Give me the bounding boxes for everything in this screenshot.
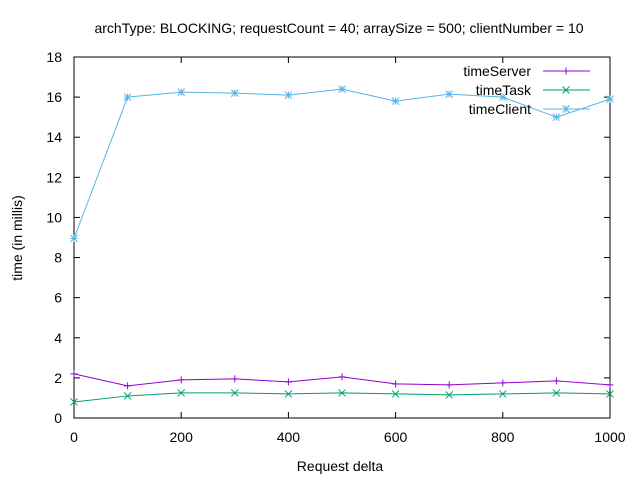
data-point <box>552 377 560 385</box>
y-axis-label: time (in millis) <box>9 195 25 281</box>
y-tick-label: 16 <box>46 89 62 105</box>
data-point <box>70 370 78 378</box>
legend-label: timeTask <box>476 82 532 98</box>
series-line <box>73 392 611 403</box>
data-point <box>552 389 561 397</box>
data-point <box>177 376 185 384</box>
data-point <box>606 381 614 389</box>
data-point <box>284 91 293 99</box>
data-point <box>231 375 239 383</box>
x-tick-label: 1000 <box>594 429 625 445</box>
data-point <box>445 381 453 389</box>
data-point <box>552 113 561 122</box>
data-point <box>445 391 454 399</box>
series-timeTask <box>70 389 614 406</box>
data-point <box>124 382 132 390</box>
data-point <box>230 389 239 397</box>
y-tick-label: 4 <box>54 330 62 346</box>
y-tick-label: 0 <box>54 410 62 426</box>
y-tick-label: 10 <box>46 209 62 225</box>
data-point <box>391 390 400 398</box>
data-point <box>123 392 132 400</box>
x-tick-label: 800 <box>491 429 515 445</box>
data-point <box>391 97 400 105</box>
data-point <box>284 378 292 386</box>
legend-label: timeClient <box>469 101 531 117</box>
axes: 0 200 400 600 800 1000 0 2 4 6 8 10 12 14 16 18 <box>46 49 625 445</box>
x-tick-label: 400 <box>277 429 301 445</box>
x-tick-label: 600 <box>384 429 408 445</box>
data-point <box>230 89 239 97</box>
series-lines <box>70 85 614 406</box>
series-timeClient <box>70 85 614 243</box>
chart-title: archType: BLOCKING; requestCount = 40; a… <box>94 20 583 36</box>
y-tick-label: 12 <box>46 169 62 185</box>
legend-marker <box>562 86 570 94</box>
data-point <box>338 85 346 93</box>
legend-label: timeServer <box>463 63 531 79</box>
data-point <box>445 90 454 98</box>
data-point <box>498 93 507 101</box>
legend-marker <box>562 105 570 113</box>
data-point <box>338 389 346 397</box>
y-tick-label: 14 <box>46 129 62 145</box>
legend-marker <box>562 67 570 75</box>
legend: timeServer timeTask timeClient <box>463 63 590 117</box>
x-tick-label: 0 <box>70 429 78 445</box>
data-point <box>70 234 78 243</box>
data-point <box>392 380 400 388</box>
data-point <box>606 390 614 398</box>
data-point <box>499 379 507 387</box>
data-point <box>177 88 186 96</box>
series-timeServer <box>70 370 614 390</box>
data-point <box>284 390 293 398</box>
data-point <box>606 95 614 103</box>
x-axis-label: Request delta <box>297 458 384 474</box>
y-tick-label: 18 <box>46 49 62 65</box>
data-point <box>498 390 507 398</box>
data-point <box>177 389 186 397</box>
y-tick-label: 8 <box>54 250 62 266</box>
data-point <box>123 93 132 101</box>
data-point <box>70 398 78 406</box>
x-tick-label: 200 <box>170 429 194 445</box>
y-tick-label: 2 <box>54 370 62 386</box>
data-point <box>338 373 346 381</box>
y-tick-label: 6 <box>54 290 62 306</box>
